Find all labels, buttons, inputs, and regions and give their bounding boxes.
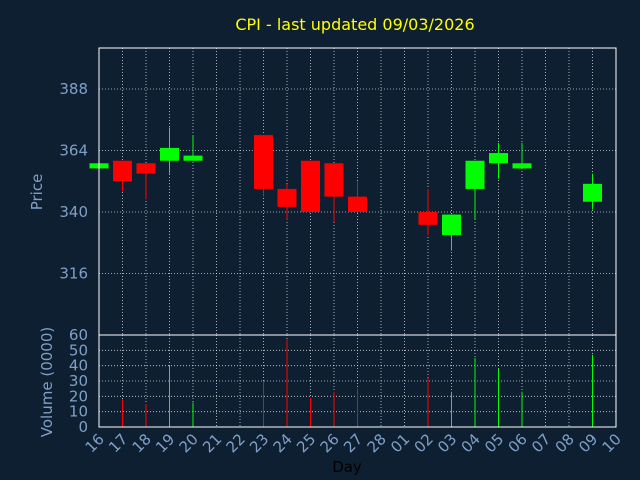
- volume-tick-label: 20: [69, 387, 88, 405]
- price-tick-label: 316: [59, 265, 88, 283]
- volume-tick-label: 0: [78, 418, 88, 436]
- candle-body: [301, 160, 320, 212]
- candle-20: [183, 135, 203, 161]
- x-tick-label: 10: [599, 430, 625, 456]
- x-tick-label: 03: [434, 430, 460, 456]
- candle-body: [160, 147, 179, 161]
- candle-03: [442, 214, 461, 251]
- candle-body: [136, 163, 156, 174]
- volume-tick-label: 60: [69, 326, 88, 344]
- candle-04: [465, 160, 485, 220]
- x-tick-label: 21: [199, 430, 225, 456]
- x-tick-label: 06: [505, 430, 531, 456]
- volume-axis-label: Volume (0000): [38, 327, 56, 437]
- candle-06: [512, 142, 532, 169]
- volume-panel-border: [98, 334, 617, 428]
- candle-body: [324, 163, 344, 197]
- x-axis: 1617181920212223242526272801020304050607…: [82, 430, 625, 456]
- chart-title: CPI - last updated 09/03/2026: [235, 15, 474, 34]
- x-tick-label: 27: [340, 430, 366, 456]
- candle-body: [113, 160, 132, 182]
- x-tick-label: 23: [246, 430, 272, 456]
- x-tick-label: 24: [270, 430, 296, 456]
- x-tick-label: 28: [364, 430, 390, 456]
- volume-tick-label: 30: [69, 372, 88, 390]
- x-tick-label: 07: [528, 430, 554, 456]
- candle-body: [442, 214, 461, 236]
- candle-body: [465, 160, 485, 189]
- x-tick-label: 25: [293, 430, 319, 456]
- x-axis-label: Day: [332, 458, 362, 476]
- candle-18: [136, 163, 156, 200]
- candle-body: [583, 183, 602, 202]
- volume-tick-label: 10: [69, 403, 88, 421]
- candle-body: [277, 188, 297, 207]
- candle-05: [489, 142, 508, 179]
- x-tick-label: 22: [223, 430, 249, 456]
- candle-19: [160, 127, 179, 174]
- candle-23: [254, 135, 273, 197]
- candle-25: [301, 160, 320, 212]
- candle-body: [254, 135, 273, 189]
- price-tick-label: 340: [59, 203, 88, 221]
- candle-27: [348, 181, 367, 212]
- x-tick-label: 17: [105, 430, 131, 456]
- candle-body: [418, 212, 438, 225]
- x-tick-label: 09: [575, 430, 601, 456]
- x-tick-label: 08: [552, 430, 578, 456]
- price-tick-label: 364: [59, 142, 88, 160]
- x-tick-label: 02: [411, 430, 437, 456]
- candle-09: [583, 173, 602, 210]
- candle-26: [324, 163, 344, 223]
- x-tick-label: 01: [387, 430, 413, 456]
- candle-17: [113, 160, 132, 192]
- candle-24: [277, 183, 297, 220]
- candle-02: [418, 188, 438, 236]
- candle-body: [348, 196, 367, 212]
- price-tick-label: 388: [59, 80, 88, 98]
- price-axis-label: Price: [28, 174, 46, 211]
- x-tick-label: 05: [481, 430, 507, 456]
- x-tick-label: 04: [458, 430, 484, 456]
- volume-tick-label: 40: [69, 357, 88, 375]
- candle-body: [512, 163, 532, 169]
- x-tick-label: 20: [176, 430, 202, 456]
- x-tick-label: 19: [152, 430, 178, 456]
- x-tick-label: 18: [129, 430, 155, 456]
- volume-tick-label: 50: [69, 341, 88, 359]
- x-tick-label: 26: [317, 430, 343, 456]
- candle-body: [489, 153, 508, 164]
- price-panel: 316 340 364 388: [59, 47, 617, 336]
- candle-body: [183, 155, 203, 161]
